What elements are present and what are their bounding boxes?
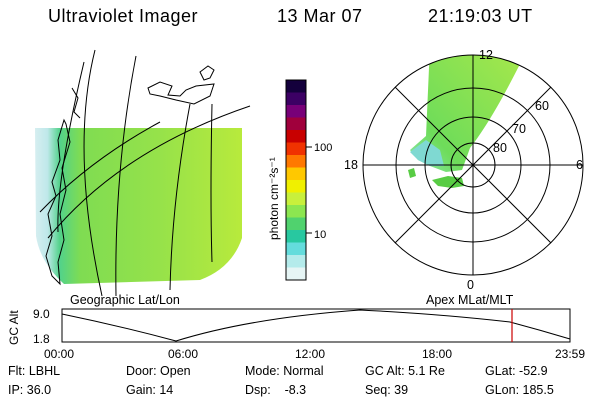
- colorbar-segment: [286, 142, 306, 156]
- lat-label-70: 70: [512, 122, 526, 136]
- geo-image-region: [35, 128, 242, 284]
- colorbar-tick-label-10: 10: [314, 229, 326, 241]
- time-label: 21:19:03 UT: [428, 6, 533, 26]
- mlt-label-6: 6: [576, 158, 583, 172]
- geo-longitude-line: [115, 55, 137, 297]
- colorbar-segment: [286, 255, 306, 268]
- timeline-xtick: 00:00: [44, 347, 74, 361]
- status-ip: IP: 36.0: [8, 383, 52, 397]
- status-gain: Gain: 14: [126, 383, 174, 397]
- colorbar: [285, 79, 307, 281]
- colorbar-segment: [286, 242, 306, 256]
- status-door: Door: Open: [126, 364, 191, 378]
- status-glon: GLon: 185.5: [485, 383, 554, 397]
- timeline-frame: [61, 308, 571, 343]
- timeline-xtick: 06:00: [168, 347, 198, 361]
- geo-longitude-line: [169, 103, 191, 291]
- gc-altitude-curve: [61, 309, 571, 342]
- colorbar-border: [285, 79, 307, 281]
- timeline-xtick: 12:00: [295, 347, 325, 361]
- geo-longitude-line: [210, 103, 213, 263]
- geographic-panel: [35, 49, 251, 297]
- polar-image-spot: [408, 168, 416, 178]
- colorbar-segment: [286, 130, 306, 143]
- mlt-label-0: 0: [467, 278, 474, 292]
- colorbar-segment: [286, 180, 306, 193]
- status-flt: Flt: LBHL: [8, 364, 61, 378]
- status-seq: Seq: 39: [365, 383, 409, 397]
- status-gc-alt: GC Alt: 5.1 Re: [365, 364, 445, 378]
- lat-label-80: 80: [493, 141, 507, 155]
- colorbar-segment: [286, 205, 306, 218]
- mlt-label-12: 12: [479, 48, 493, 62]
- polar-diagonal: [394, 86, 552, 244]
- date-label: 13 Mar 07: [277, 6, 363, 26]
- coastline: [45, 118, 71, 286]
- lat-label-60: 60: [535, 99, 549, 113]
- status-mode: Mode: Normal: [245, 364, 324, 378]
- polar-image-region: [410, 55, 522, 172]
- timeline-ytick-top: 9.0: [33, 307, 50, 321]
- colorbar-segment: [286, 155, 306, 168]
- coastline: [199, 65, 215, 81]
- coastline: [71, 87, 81, 119]
- colorbar-segment: [286, 167, 306, 181]
- status-glat: GLat: -52.9: [485, 364, 548, 378]
- colorbar-tick-label-100: 100: [314, 142, 332, 154]
- colorbar-segment: [286, 92, 306, 106]
- status-dsp: Dsp: -8.3: [245, 383, 307, 397]
- colorbar-segment: [286, 105, 306, 118]
- polar-panel: [362, 54, 584, 276]
- colorbar-segment: [286, 80, 306, 93]
- timeline-ytick-bottom: 1.8: [33, 332, 50, 346]
- colorbar-segment: [286, 192, 306, 206]
- polar-image-edge: [410, 140, 444, 166]
- instrument-title: Ultraviolet Imager: [48, 6, 199, 26]
- colorbar-segment: [286, 230, 306, 243]
- timeline-ylabel: GC Alt: [7, 310, 21, 345]
- coastline: [147, 81, 215, 105]
- mlt-label-18: 18: [344, 158, 358, 172]
- timeline-xtick: 23:59: [555, 347, 585, 361]
- geo-caption: Geographic Lat/Lon: [70, 293, 180, 307]
- geo-latitude-line: [47, 105, 251, 239]
- geo-longitude-line: [83, 49, 103, 297]
- polar-caption: Apex MLat/MLT: [426, 293, 514, 307]
- colorbar-segment: [286, 267, 306, 281]
- colorbar-unit-label: photon cm⁻²s⁻¹: [267, 157, 281, 240]
- geo-latitude-line: [39, 121, 161, 213]
- timeline-xtick: 18:00: [422, 347, 452, 361]
- colorbar-segment: [286, 217, 306, 231]
- colorbar-segment: [286, 117, 306, 131]
